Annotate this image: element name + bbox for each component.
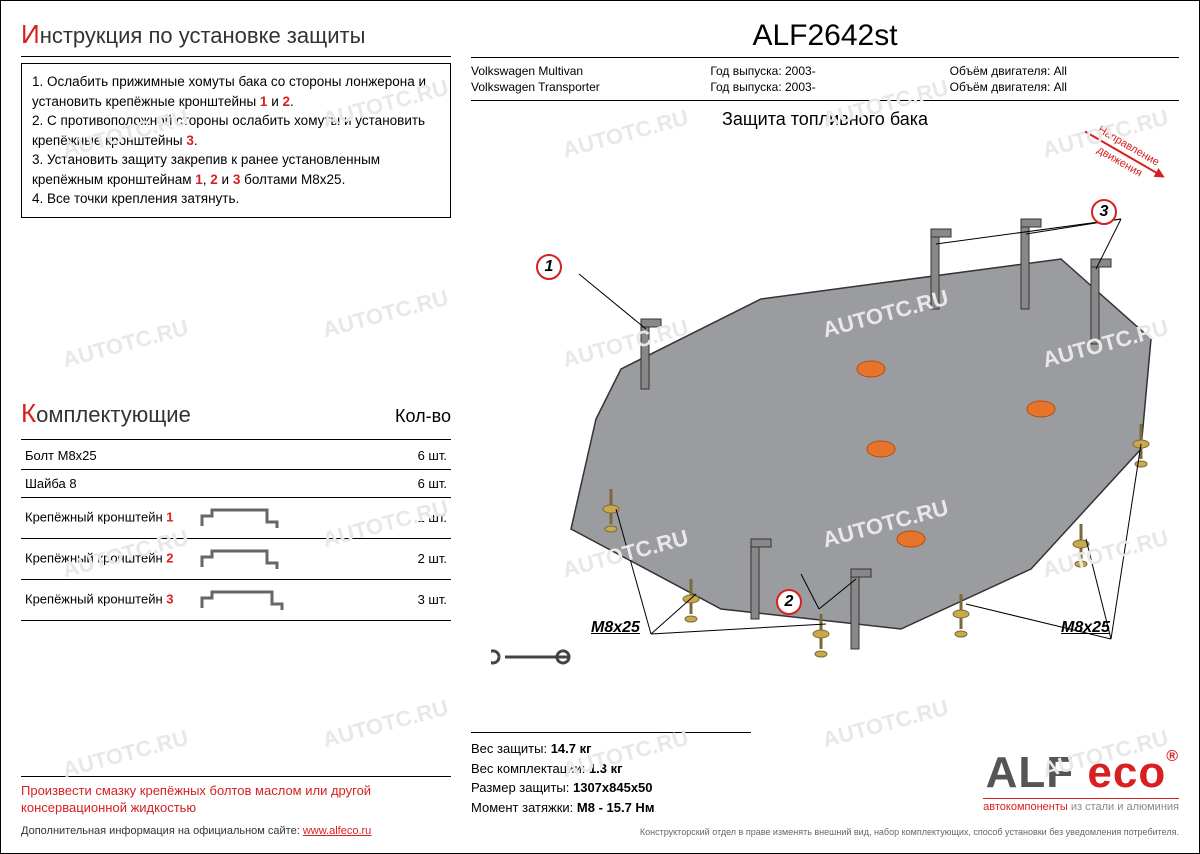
bolt-label: М8х25 xyxy=(591,619,640,637)
callout-circle: 1 xyxy=(536,254,562,280)
specs-block: Вес защиты: 14.7 кг Вес комплектации: 1.… xyxy=(471,732,751,817)
part-number: ALF2642st xyxy=(471,19,1179,58)
instruction-step: 1. Ослабить прижимные хомуты бака со сто… xyxy=(32,72,440,111)
footer-link-line: Дополнительная информация на официальном… xyxy=(21,825,371,837)
official-site-link[interactable]: www.alfeco.ru xyxy=(303,825,371,837)
instructions-box: 1. Ослабить прижимные хомуты бака со сто… xyxy=(21,63,451,218)
brand-logo: ALF eco® автокомпоненты из стали и алюми… xyxy=(983,748,1179,813)
instruction-step: 2. С противоположной стороны ослабить хо… xyxy=(32,111,440,150)
skid-plate-drawing xyxy=(501,169,1181,669)
table-row: Болт М8х25 6 шт. xyxy=(21,442,451,470)
qty-header: Кол-во xyxy=(395,406,451,427)
diagram: Защита топливного бака Направление движе… xyxy=(471,109,1179,669)
table-row: Шайба 8 6 шт. xyxy=(21,469,451,497)
components-table: Болт М8х25 6 шт. Шайба 8 6 шт. Крепёжный… xyxy=(21,442,451,621)
bracket-icon xyxy=(197,504,297,532)
divider xyxy=(21,56,451,57)
callout-circle: 3 xyxy=(1091,199,1117,225)
table-row: Крепёжный кронштейн 3 3 шт. xyxy=(21,579,451,620)
bracket-icon xyxy=(197,545,297,573)
table-row: Крепёжный кронштейн 2 2 шт. xyxy=(21,538,451,579)
vehicle-info: Volkswagen Multivan Год выпуска: 2003- О… xyxy=(471,58,1179,101)
table-row: Крепёжный кронштейн 1 1 шт. xyxy=(21,497,451,538)
bracket-icon xyxy=(197,586,297,614)
instructions-title: Инструкция по установке защиты xyxy=(21,19,451,50)
lubrication-note: Произвести смазку крепёжных болтов масло… xyxy=(21,776,451,817)
bolt-label: М8х25 xyxy=(1061,619,1110,637)
callout-circle: 2 xyxy=(776,589,802,615)
instruction-step: 4. Все точки крепления затянуть. xyxy=(32,189,440,209)
instruction-step: 3. Установить защиту закрепив к ранее ус… xyxy=(32,150,440,189)
diagram-title: Защита топливного бака xyxy=(471,109,1179,130)
disclaimer: Конструкторский отдел в праве изменять в… xyxy=(640,827,1179,837)
components-title: Комплектующие xyxy=(21,398,191,429)
wrench-icon xyxy=(491,645,581,669)
